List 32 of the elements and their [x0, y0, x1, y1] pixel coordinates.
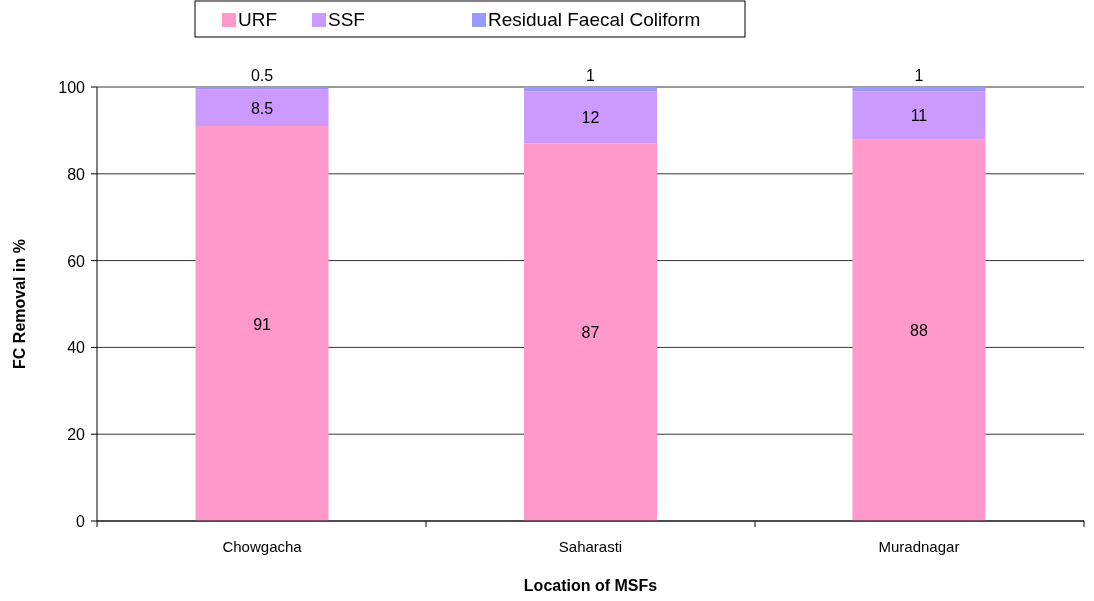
y-tick-label: 100	[58, 79, 86, 96]
data-label: 8.5	[250, 99, 274, 117]
bar	[523, 91, 658, 144]
data-label: 88	[910, 322, 928, 340]
legend-label: URF	[238, 9, 278, 30]
x-tick-label: Chowgacha	[222, 538, 303, 555]
data-label: 87	[581, 324, 600, 342]
bar	[523, 87, 658, 92]
bar	[852, 87, 986, 92]
data-label: 0.5	[250, 67, 274, 84]
bar	[195, 126, 329, 521]
data-label: 12	[581, 109, 600, 127]
x-axis-title: Location of MSFs	[523, 577, 658, 594]
legend-label: SSF	[328, 9, 365, 30]
bar	[523, 143, 658, 521]
legend-label: Residual Faecal Coliform	[488, 9, 701, 30]
bar	[852, 91, 986, 140]
y-tick-label: 60	[67, 252, 86, 270]
data-label: 1	[586, 67, 596, 84]
y-tick-label: 40	[67, 339, 86, 357]
x-tick-label: Muradnagar	[878, 538, 960, 555]
y-tick-label: 80	[67, 165, 86, 183]
bar	[195, 87, 329, 90]
bar	[852, 139, 986, 521]
bar	[195, 89, 329, 127]
y-axis-title: FC Removal in %	[11, 239, 28, 369]
data-label: 1	[914, 67, 924, 84]
x-tick-label: Saharasti	[558, 538, 623, 555]
y-tick-label: 20	[67, 426, 86, 444]
y-tick-label: 0	[76, 513, 86, 530]
data-label: 91	[253, 315, 272, 333]
data-label: 11	[910, 107, 928, 125]
